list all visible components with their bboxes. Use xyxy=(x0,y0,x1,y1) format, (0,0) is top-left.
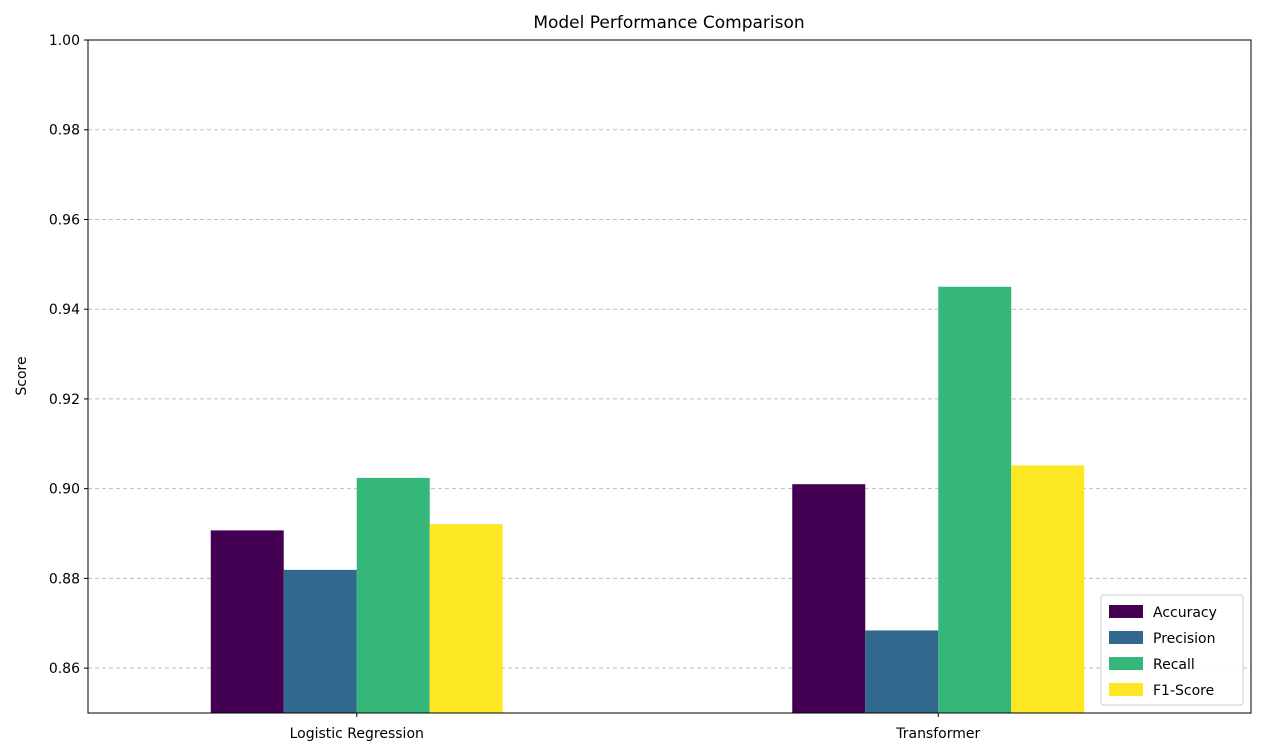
bar-f1-score xyxy=(429,524,503,713)
y-tick-label: 1.00 xyxy=(49,33,80,49)
y-axis-label: Score xyxy=(14,356,30,395)
y-tick-label: 0.88 xyxy=(49,571,80,587)
chart-title: Model Performance Comparison xyxy=(533,13,804,33)
plot-frame xyxy=(87,39,1252,714)
y-tick-label: 0.86 xyxy=(49,661,80,677)
y-tick-label: 0.90 xyxy=(49,482,80,498)
bar-recall xyxy=(356,477,430,713)
y-tick-label: 0.94 xyxy=(49,302,80,318)
bar-f1-score xyxy=(1011,465,1085,713)
x-tick-label: Transformer xyxy=(895,726,980,742)
legend-box xyxy=(1100,594,1244,706)
bar-precision xyxy=(865,630,939,713)
legend-label: Recall xyxy=(1153,657,1195,673)
legend-swatch xyxy=(1109,657,1143,670)
bar-recall xyxy=(938,286,1012,713)
legend-label: Precision xyxy=(1153,631,1215,647)
bar-precision xyxy=(283,569,357,713)
y-tick-label: 0.92 xyxy=(49,392,80,408)
legend-swatch xyxy=(1109,605,1143,618)
legend-label: Accuracy xyxy=(1153,605,1217,621)
legend: Accuracy Precision Recall F1-Score xyxy=(1100,594,1244,706)
bar-accuracy xyxy=(210,530,284,713)
bar-accuracy xyxy=(792,484,866,713)
y-tick-label: 0.98 xyxy=(49,123,80,139)
legend-swatch xyxy=(1109,631,1143,644)
legend-label: F1-Score xyxy=(1153,683,1214,699)
legend-swatch xyxy=(1109,683,1143,696)
y-tick-label: 0.96 xyxy=(49,212,80,228)
x-tick-label: Logistic Regression xyxy=(290,726,424,742)
